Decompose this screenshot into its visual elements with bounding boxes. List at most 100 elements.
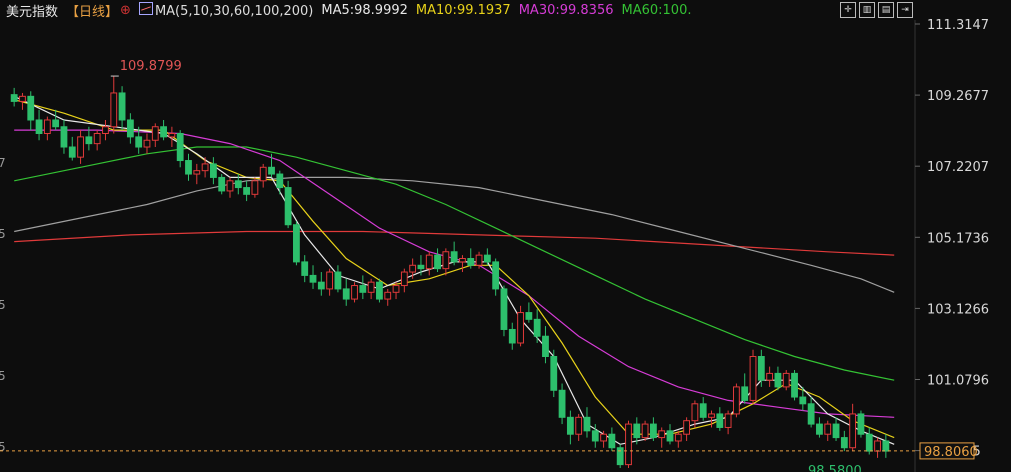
candle-up	[824, 423, 832, 435]
candle-down	[741, 386, 749, 401]
candle-up	[384, 291, 392, 300]
candle-up	[259, 166, 267, 182]
candle-down	[757, 356, 765, 381]
candle-up	[226, 180, 234, 192]
y-tick-label: 107.2207	[927, 160, 989, 175]
candle-up	[400, 271, 408, 287]
candle-down	[467, 258, 475, 266]
candle-down	[334, 271, 342, 290]
candle-down	[301, 261, 309, 276]
y-tick-label: 101.0796	[927, 374, 989, 389]
left-edge-label: 7	[0, 156, 6, 170]
candle-down	[135, 136, 143, 148]
current-price-label: 98.8060	[924, 445, 978, 460]
candle-down	[68, 146, 76, 158]
candle-up	[43, 119, 51, 134]
candle-down	[243, 187, 251, 195]
expand-icon[interactable]: ✛	[840, 2, 856, 18]
candle-down	[633, 423, 641, 439]
candle-down	[52, 119, 60, 128]
candle-down	[492, 261, 500, 290]
candle-down	[176, 133, 184, 162]
candle-icon[interactable]: ▥	[859, 2, 875, 18]
y-tick-label: 109.2677	[927, 89, 989, 104]
candle-up	[849, 413, 857, 449]
candle-up	[409, 264, 417, 273]
candle-down	[550, 356, 558, 391]
candle-down	[293, 224, 300, 263]
candle-up	[201, 163, 209, 172]
candle-down	[699, 403, 707, 418]
candle-down	[342, 288, 350, 300]
candle-down	[376, 281, 383, 300]
left-edge-label: 5	[0, 369, 6, 383]
ma5-value: MA5:98.9992	[321, 2, 408, 18]
ma100-line	[14, 176, 895, 293]
candle-down	[10, 94, 18, 102]
candle-up	[19, 95, 26, 102]
left-edge-label: 5	[0, 440, 6, 454]
candle-up	[251, 180, 259, 195]
high-marker-label: 109.8799	[120, 59, 182, 74]
candle-down	[816, 423, 823, 435]
candle-down	[608, 433, 616, 449]
candle-down	[865, 433, 873, 452]
ma200-line	[14, 230, 895, 256]
candle-down	[359, 285, 367, 293]
exit-icon[interactable]: ⇥	[897, 2, 913, 18]
y-tick-label: 105.1736	[927, 231, 989, 246]
indicator-chart-icon	[138, 1, 153, 15]
candle-up	[517, 312, 524, 344]
candle-up	[425, 254, 433, 270]
candle-down	[840, 437, 848, 449]
candle-down	[35, 119, 43, 134]
period-selector[interactable]: 【日线】	[66, 4, 119, 20]
candle-down	[276, 173, 284, 189]
candle-up	[77, 136, 84, 158]
candle-down	[857, 413, 865, 435]
left-edge-label: 5	[0, 298, 6, 312]
candle-down	[508, 328, 516, 344]
chart-toolbar: ✛ ▥ ▤ ⇥	[837, 2, 913, 18]
candle-up	[351, 285, 358, 300]
candle-down	[160, 126, 167, 138]
candle-up	[93, 133, 101, 145]
candle-down	[218, 176, 226, 192]
candle-up	[367, 281, 375, 293]
candle-up	[724, 413, 732, 428]
add-indicator-icon[interactable]: ⊕	[120, 2, 131, 18]
candle-down	[666, 430, 674, 442]
candle-up	[326, 271, 334, 290]
candle-down	[85, 136, 93, 145]
y-tick-label: 111.3147	[927, 18, 989, 33]
current-price-tag	[919, 442, 975, 460]
low-marker-label: 98.5800	[808, 464, 862, 472]
candle-up	[641, 423, 649, 439]
candle-down	[234, 180, 242, 189]
candle-up	[782, 372, 790, 388]
candle-up	[874, 440, 881, 452]
candle-down	[591, 430, 599, 442]
ma-settings[interactable]: MA(5,10,30,60,100,200)	[138, 1, 314, 19]
ma-params: MA(5,10,30,60,100,200)	[154, 3, 314, 19]
candle-up	[442, 251, 450, 270]
candle-up	[110, 92, 118, 128]
bar-icon[interactable]: ▤	[878, 2, 894, 18]
candle-up	[193, 170, 201, 175]
candle-down	[126, 119, 134, 138]
candle-up	[143, 139, 151, 148]
candle-up	[392, 285, 400, 293]
candle-down	[60, 126, 68, 148]
ma10-value: MA10:99.1937	[415, 2, 511, 18]
candle-down	[649, 423, 657, 439]
ma30-value: MA30:99.8356	[518, 2, 614, 18]
candle-up	[625, 423, 632, 466]
candle-down	[27, 95, 35, 121]
candle-down	[566, 416, 574, 435]
candle-up	[600, 433, 607, 442]
candle-up	[749, 356, 757, 401]
candle-down	[542, 335, 549, 357]
candle-down	[185, 160, 192, 175]
candle-down	[832, 423, 840, 439]
